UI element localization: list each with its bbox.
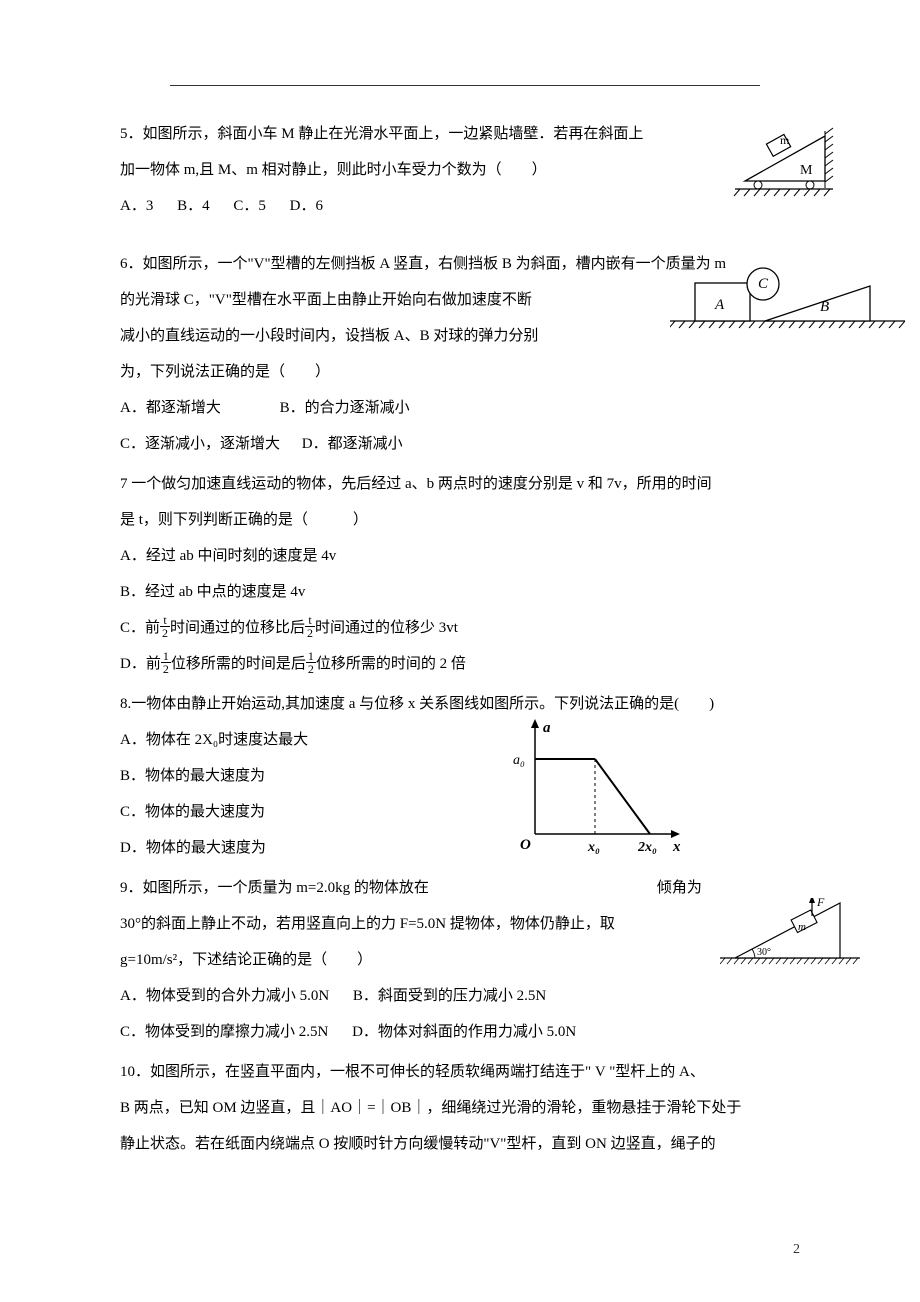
q6-options-row1: A．都逐渐增大 B．的合力逐渐减小	[120, 390, 810, 426]
question-8: 8.一物体由静止开始运动,其加速度 a 与位移 x 关系图线如图所示。下列说法正…	[120, 686, 810, 866]
label-origin: O	[520, 837, 531, 853]
q9-stem-2: 30°的斜面上静止不动，若用竖直向上的力 F=5.0N 提物体，物体仍静止，取	[120, 906, 810, 942]
q6-opt-d: D．都逐渐减小	[302, 426, 403, 462]
q9-opt-c: C．物体受到的摩擦力减小 2.5N	[120, 1014, 328, 1050]
q9-post: 倾角为	[657, 880, 702, 896]
q5-opt-a: A．3	[120, 188, 153, 224]
q9-pre: 9．如图所示，一个质量为 m=2.0kg 的物体放在	[120, 880, 429, 896]
frac-12-1: 12	[161, 650, 171, 675]
q5-opt-c: C．5	[233, 188, 266, 224]
label-b: B	[820, 299, 829, 315]
label-x0: x₀	[587, 840, 600, 855]
q7-opt-a: A．经过 ab 中间时刻的速度是 4v	[120, 538, 810, 574]
label-c: C	[758, 276, 769, 292]
q5-stem-1: 5．如图所示，斜面小车 M 静止在光滑水平面上，一边紧贴墙壁．若再在斜面上	[120, 116, 810, 152]
q6-opt-b: B．的合力逐渐减小	[280, 390, 410, 426]
q10-stem-2: B 两点，已知 OM 边竖直，且｜AO｜=｜OB｜，细绳绕过光滑的滑轮，重物悬挂…	[120, 1090, 810, 1126]
label-2x0: 2x₀	[637, 840, 657, 855]
question-10: 10．如图所示，在竖直平面内，一根不可伸长的轻质软绳两端打结连于" V "型杆上…	[120, 1054, 810, 1162]
q7-stem-1: 7 一个做匀加速直线运动的物体，先后经过 a、b 两点时的速度分别是 v 和 7…	[120, 466, 810, 502]
q8-opt-c: C．物体的最大速度为	[120, 794, 810, 830]
q7c-post: 时间通过的位移少 3vt	[315, 620, 458, 636]
question-6: A B C 6．如图所示，一个"V"型槽的左侧挡板 A 竖直，右侧挡板 B 为斜…	[120, 246, 810, 462]
frac-12-2: 12	[306, 650, 316, 675]
q9-options-row2: C．物体受到的摩擦力减小 2.5N D．物体对斜面的作用力减小 5.0N	[120, 1014, 810, 1050]
q7-opt-b: B．经过 ab 中点的速度是 4v	[120, 574, 810, 610]
q6-options-row2: C．逐渐减小，逐渐增大 D．都逐渐减小	[120, 426, 810, 462]
q10-stem-1: 10．如图所示，在竖直平面内，一根不可伸长的轻质软绳两端打结连于" V "型杆上…	[120, 1054, 810, 1090]
q9-opt-a: A．物体受到的合外力减小 5.0N	[120, 978, 329, 1014]
label-a: A	[714, 297, 725, 313]
q7c-pre: C．前	[120, 620, 160, 636]
label-f: F	[816, 898, 825, 909]
q8-stem: 8.一物体由静止开始运动,其加速度 a 与位移 x 关系图线如图所示。下列说法正…	[120, 686, 810, 722]
question-9: F m 30° 9．如图所示，一个质量为 m=2.0kg 的物体放在倾角为 30…	[120, 870, 810, 1050]
q7d-mid: 位移所需的时间是后	[171, 656, 306, 672]
q7c-mid: 时间通过的位移比后	[170, 620, 305, 636]
q9-options-row1: A．物体受到的合外力减小 5.0N B．斜面受到的压力减小 2.5N	[120, 978, 810, 1014]
axis-x: x	[672, 839, 681, 855]
label-m9: m	[798, 921, 806, 933]
q5-stem-2: 加一物体 m,且 M、m 相对静止，则此时小车受力个数为（ ）	[120, 152, 810, 188]
question-5: m M	[120, 116, 810, 224]
q9-opt-b: B．斜面受到的压力减小 2.5N	[353, 978, 546, 1014]
q6-opt-c: C．逐渐减小，逐渐增大	[120, 426, 280, 462]
header-rule	[170, 85, 760, 86]
q8-opt-b: B．物体的最大速度为	[120, 758, 810, 794]
q9-stem-3: g=10m/s²，下述结论正确的是（ ）	[120, 942, 810, 978]
label-a0: a₀	[513, 753, 525, 768]
question-7: 7 一个做匀加速直线运动的物体，先后经过 a、b 两点时的速度分别是 v 和 7…	[120, 466, 810, 682]
content-area: m M	[120, 116, 810, 1162]
figure-q5: m M	[730, 126, 845, 201]
q5-options: A．3 B．4 C．5 D．6	[120, 188, 810, 224]
label-30: 30°	[757, 947, 771, 958]
q7-stem-2: 是 t，则下列判断正确的是（ ）	[120, 502, 810, 538]
label-m: m	[780, 133, 790, 147]
label-big-m: M	[800, 163, 813, 178]
q10-stem-3: 静止状态。若在纸面内绕端点 O 按顺时针方向缓慢转动"V"型杆，直到 ON 边竖…	[120, 1126, 810, 1162]
q7-opt-c: C．前t2时间通过的位移比后t2时间通过的位移少 3vt	[120, 610, 810, 646]
figure-q8: a a₀ O x₀ 2x₀ x	[510, 714, 690, 859]
axis-a: a	[543, 720, 551, 736]
q5-opt-b: B．4	[177, 188, 210, 224]
q6-opt-a: A．都逐渐增大	[120, 390, 221, 426]
q9-opt-d: D．物体对斜面的作用力减小 5.0N	[352, 1014, 576, 1050]
q8-opt-a: A．物体在 2X₀时速度达最大	[120, 722, 810, 758]
q8-opt-d: D．物体的最大速度为	[120, 830, 810, 866]
figure-q9: F m 30°	[720, 898, 860, 973]
q7d-post: 位移所需的时间的 2 倍	[316, 656, 466, 672]
q9-stem-1: 9．如图所示，一个质量为 m=2.0kg 的物体放在 倾角为	[120, 870, 810, 906]
page-number: 2	[793, 1233, 800, 1267]
frac-t2-2: t2	[305, 614, 315, 639]
q6-stem-4: 为，下列说法正确的是（ ）	[120, 354, 810, 390]
q7-opt-d: D．前12位移所需的时间是后12位移所需的时间的 2 倍	[120, 646, 810, 682]
q5-opt-d: D．6	[290, 188, 323, 224]
frac-t2-1: t2	[160, 614, 170, 639]
figure-q6: A B C	[670, 266, 905, 331]
q7d-pre: D．前	[120, 656, 161, 672]
